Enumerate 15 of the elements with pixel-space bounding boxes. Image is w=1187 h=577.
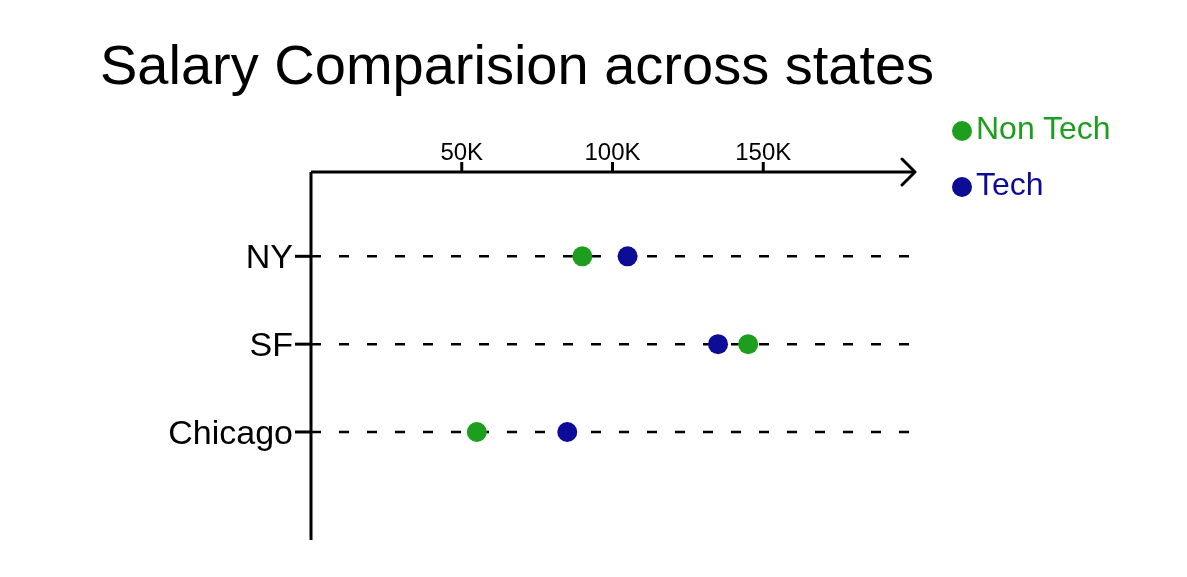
y-tick-label: SF bbox=[249, 325, 293, 364]
point bbox=[617, 246, 638, 267]
y-tick-label: NY bbox=[245, 237, 293, 276]
point bbox=[466, 421, 487, 442]
point bbox=[557, 421, 578, 442]
x-tick-label: 100K bbox=[584, 138, 641, 165]
legend-label: Non Tech bbox=[976, 110, 1111, 146]
chart-title: Salary Comparision across states bbox=[100, 32, 935, 97]
point bbox=[572, 246, 593, 267]
legend-label: Tech bbox=[976, 166, 1044, 202]
x-tick-label: 150K bbox=[735, 138, 792, 165]
point bbox=[738, 334, 759, 355]
x-tick-label: 50K bbox=[440, 138, 484, 165]
y-tick-label: Chicago bbox=[168, 413, 293, 452]
point bbox=[708, 334, 729, 355]
